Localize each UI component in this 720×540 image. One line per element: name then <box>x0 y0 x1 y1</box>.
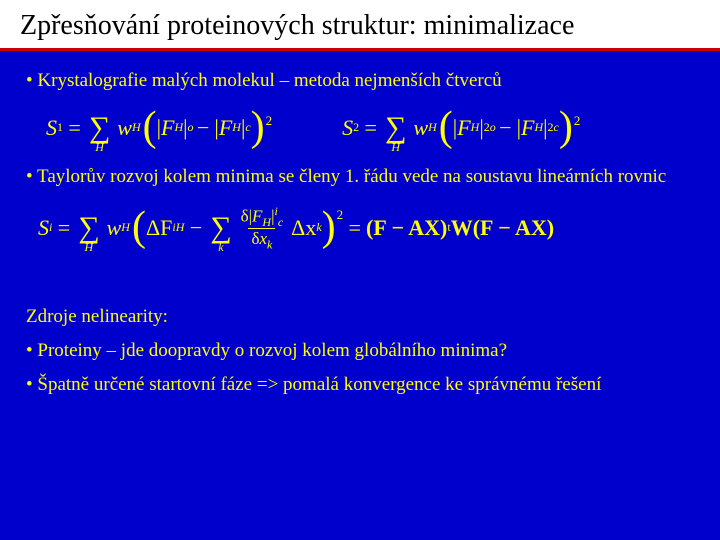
f3-dF: ΔF <box>146 215 172 241</box>
f3-paren: ( ΔFiH − ∑ k δ|FH|ic δxk <box>132 205 343 252</box>
footer-heading: Zdroje nelinearity: <box>26 305 694 329</box>
f1-w-sub: H <box>132 120 141 135</box>
f2-Fsub2: H <box>534 120 543 135</box>
f1-Fsub1: H <box>174 120 183 135</box>
slide-title: Zpřesňování proteinových struktur: minim… <box>20 10 700 42</box>
f3-w-sub: H <box>121 220 130 235</box>
f2-o: o <box>490 120 496 135</box>
f3-frac-den: δxk <box>248 228 275 251</box>
f1-lhs: S <box>46 115 57 141</box>
f2-sum: ∑ H <box>385 111 406 145</box>
f1-paren-content: |FH|o − |FH|c <box>157 115 251 141</box>
f2-paren: ( |FH|2o − |FH|2c ) 2 <box>439 111 581 145</box>
f3-frac: δ|FH|ic δxk <box>238 205 287 252</box>
f1-lhs-sup: 1 <box>57 120 63 135</box>
f1-minus: − <box>196 115 211 141</box>
slide: Zpřesňování proteinových struktur: minim… <box>0 0 720 540</box>
f1-sum: ∑ H <box>89 111 110 145</box>
bullet-1: • Krystalografie malých molekul – metoda… <box>26 69 694 93</box>
bullet-2: • Taylorův rozvoj kolem minima se členy … <box>26 165 694 189</box>
footer-line-1: • Proteiny – jde doopravdy o rozvoj kole… <box>26 339 694 363</box>
f3-fd-sub: k <box>267 238 272 252</box>
f1-F2: F <box>219 115 232 141</box>
f3-dx: Δx <box>291 215 316 241</box>
f3-rhs2: (F − AX) <box>473 215 554 241</box>
f1-F1: F <box>161 115 174 141</box>
f3-rhs-W: W <box>451 215 473 241</box>
slide-content: • Krystalografie malých molekul – metoda… <box>0 51 720 416</box>
f1-o: o <box>188 120 194 135</box>
f1-w: w <box>117 115 132 141</box>
footer-line-2: • Špatně určené startovní fáze => pomalá… <box>26 373 694 397</box>
f2-lhs-sup: 2 <box>353 120 359 135</box>
f3-fn-c: c <box>278 215 283 229</box>
f3-frac-num: δ|FH|ic <box>238 205 287 229</box>
f2-lhs: S <box>342 115 353 141</box>
f3-sumk-sub: k <box>218 240 223 255</box>
f1-exp: 2 <box>266 113 273 129</box>
f3-rparen: ) <box>322 211 336 245</box>
f3-paren-content: ΔFiH − ∑ k δ|FH|ic δxk Δxk <box>146 205 322 252</box>
f1-paren: ( |FH|o − |FH|c ) 2 <box>143 111 273 145</box>
f1-lparen: ( <box>143 111 157 145</box>
f2-w: w <box>413 115 428 141</box>
f3-sumk: ∑ k <box>210 211 231 245</box>
f3-minus: − <box>188 215 203 241</box>
f3-eq: = <box>56 215 71 241</box>
formula-s1: S1 = ∑ H wH ( |FH|o − |FH|c ) 2 <box>46 111 272 145</box>
f2-F1: F <box>457 115 470 141</box>
f2-Fsub1: H <box>471 120 480 135</box>
f3-fn-d: δ <box>241 206 249 225</box>
f2-sum-sub: H <box>391 140 400 155</box>
formula-s3: Si = ∑ H wH ( ΔFiH − ∑ k δ|FH| <box>26 199 694 258</box>
f1-rparen: ) <box>251 111 265 145</box>
f3-lparen: ( <box>132 211 146 245</box>
f3-fd-x: x <box>259 229 267 248</box>
f1-Fsub2: H <box>232 120 241 135</box>
f3-fn-F: F <box>252 206 262 225</box>
f1-eq: = <box>67 115 82 141</box>
f2-exp: 2 <box>574 113 581 129</box>
f2-rparen: ) <box>559 111 573 145</box>
f2-w-sub: H <box>428 120 437 135</box>
formula-s2: S2 = ∑ H wH ( |FH|2o − |FH|2c ) 2 <box>342 111 580 145</box>
f3-exp: 2 <box>337 207 344 223</box>
f3-dF-sub: H <box>176 220 185 235</box>
title-bar: Zpřesňování proteinových struktur: minim… <box>0 0 720 51</box>
f3-rhs-eq: = <box>347 215 362 241</box>
gap <box>26 277 694 305</box>
formula-row-1: S1 = ∑ H wH ( |FH|o − |FH|c ) 2 <box>26 103 694 151</box>
f2-paren-content: |FH|2o − |FH|2c <box>453 115 559 141</box>
f3-lhs: S <box>38 215 49 241</box>
f2-minus: − <box>498 115 513 141</box>
f3-sumH-sub: H <box>85 240 94 255</box>
f2-eq: = <box>363 115 378 141</box>
f3-lhs-sup: i <box>49 220 52 235</box>
f1-sum-sub: H <box>95 140 104 155</box>
f2-lparen: ( <box>439 111 453 145</box>
f3-w: w <box>107 215 122 241</box>
f2-F2: F <box>521 115 534 141</box>
f3-sumH: ∑ H <box>78 211 99 245</box>
f3-fn-sub: H <box>262 215 271 229</box>
f3-rhs1: (F − AX) <box>366 215 447 241</box>
